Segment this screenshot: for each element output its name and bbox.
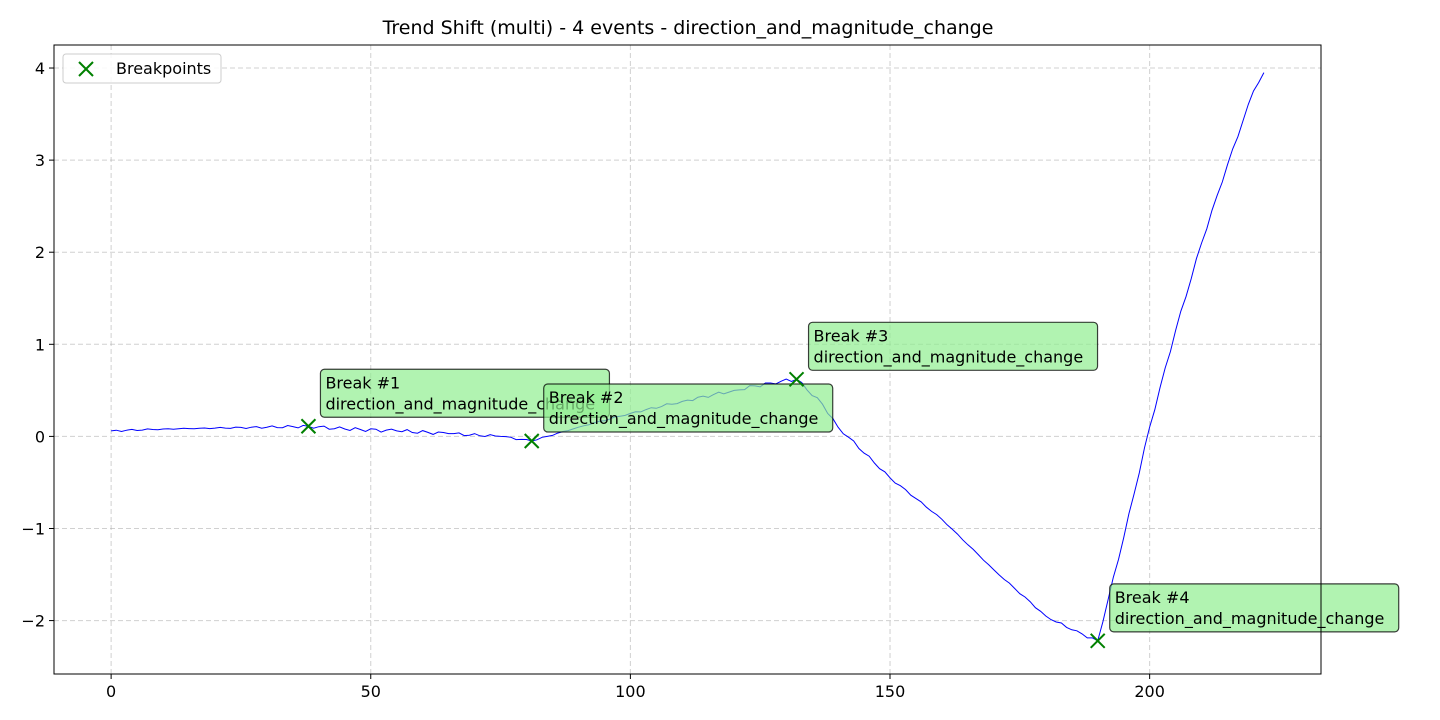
x-tick-label: 100 xyxy=(615,682,646,701)
breakpoint-annotation: Break #3 direction_and_magnitude_change xyxy=(807,321,1099,371)
y-tick-label: 2 xyxy=(35,243,45,262)
annotation-detail: direction_and_magnitude_change xyxy=(1115,609,1385,629)
legend-breakpoint-marker xyxy=(78,61,94,77)
annotation-box xyxy=(807,321,1099,371)
annotation-label: Break #2 xyxy=(549,388,624,407)
legend: Breakpoints xyxy=(62,53,222,84)
breakpoint-marker xyxy=(1090,633,1106,649)
axes: 0 50 100 150 200 −2 −1 0 1 2 3 4 xyxy=(21,59,1165,701)
breakpoint-annotation: Break #4 direction_and_magnitude_change xyxy=(1109,583,1400,633)
breakpoint-annotation: Break #1 direction_and_magnitude_change xyxy=(319,368,611,418)
breakpoint-marker-stroke xyxy=(78,61,94,77)
annotation-box xyxy=(1109,583,1400,633)
annotation-detail: direction_and_magnitude_change xyxy=(325,394,595,414)
annotation-detail: direction_and_magnitude_change xyxy=(549,409,819,429)
chart-title: Trend Shift (multi) - 4 events - directi… xyxy=(382,17,994,39)
y-tick-label: −2 xyxy=(21,612,45,631)
annotation-label: Break #3 xyxy=(814,326,889,345)
annotation-detail: direction_and_magnitude_change xyxy=(814,347,1084,367)
breakpoint-marker-stroke xyxy=(300,418,317,434)
annotation-box xyxy=(543,383,834,433)
x-tick-label: 150 xyxy=(875,682,906,701)
breakpoint-marker-stroke xyxy=(1090,633,1106,649)
x-tick-label: 50 xyxy=(361,682,381,701)
annotation-label: Break #4 xyxy=(1115,588,1190,607)
breakpoint-markers xyxy=(300,371,1106,649)
breakpoint-marker-stroke xyxy=(788,371,805,388)
legend-frame xyxy=(62,53,222,84)
breakpoint-marker-stroke xyxy=(524,433,540,449)
grid xyxy=(54,45,1321,674)
x-tick-label: 0 xyxy=(106,682,116,701)
legend-breakpoint-marker-glyph xyxy=(78,61,94,77)
y-tick-label: −1 xyxy=(21,519,45,538)
breakpoint-marker xyxy=(300,418,317,434)
legend-label: Breakpoints xyxy=(116,59,211,78)
annotation-layer: Break #1direction_and_magnitude_changeBr… xyxy=(319,321,1400,633)
y-tick-label: 0 xyxy=(35,427,45,446)
breakpoint-marker xyxy=(524,433,540,449)
breakpoint-marker xyxy=(788,371,805,388)
y-tick-label: 4 xyxy=(35,59,45,78)
y-tick-label: 1 xyxy=(35,335,45,354)
y-tick-label: 3 xyxy=(35,151,45,170)
breakpoint-annotation: Break #2 direction_and_magnitude_change xyxy=(543,383,834,433)
x-tick-label: 200 xyxy=(1134,682,1165,701)
plot-frame xyxy=(53,44,1322,675)
annotation-label: Break #1 xyxy=(325,373,400,392)
